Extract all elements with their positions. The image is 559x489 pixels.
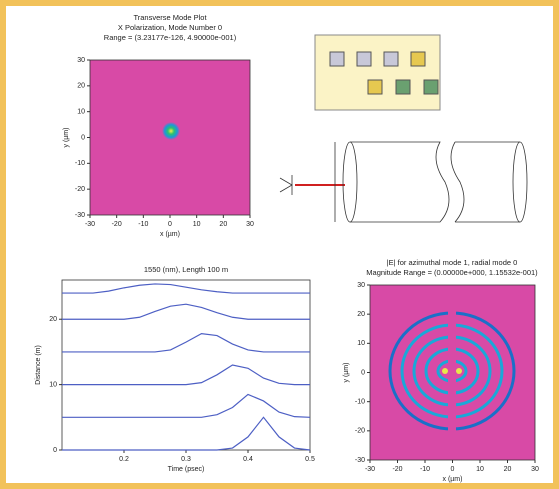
chart-subtitle: Magnitude Range = (0.00000e+000, 1.15532… xyxy=(366,268,538,277)
x-tick-label: 0 xyxy=(168,221,172,228)
tool-button[interactable] xyxy=(330,52,344,66)
y-tick-label: -10 xyxy=(355,399,365,406)
x-tick-label: 0.5 xyxy=(305,456,315,463)
tool-button[interactable] xyxy=(384,52,398,66)
chart-title: Transverse Mode Plot xyxy=(133,13,207,22)
y-tick-label: -10 xyxy=(75,160,85,167)
y-tick-label: 20 xyxy=(357,311,365,318)
y-tick-label: -30 xyxy=(355,457,365,464)
y-tick-label: 10 xyxy=(77,109,85,116)
x-tick-label: -30 xyxy=(85,221,95,228)
x-tick-label: 0 xyxy=(451,466,455,473)
y-tick-label: 20 xyxy=(77,83,85,90)
tool-button[interactable] xyxy=(411,52,425,66)
x-tick-label: 20 xyxy=(504,466,512,473)
y-axis-label: Distance (m) xyxy=(35,345,42,385)
x-tick-label: -30 xyxy=(365,466,375,473)
tool-button[interactable] xyxy=(357,52,371,66)
x-tick-label: 0.3 xyxy=(181,456,191,463)
x-tick-label: 0.2 xyxy=(119,456,129,463)
mode-spot xyxy=(162,122,180,140)
y-tick-label: 0 xyxy=(361,369,365,376)
x-tick-label: 30 xyxy=(246,221,254,228)
x-axis-label: Time (psec) xyxy=(168,466,205,473)
chart-subtitle: X Polarization, Mode Number 0 xyxy=(118,23,222,32)
y-tick-label: 20 xyxy=(49,316,57,323)
toolbar xyxy=(315,35,440,110)
y-tick-label: 10 xyxy=(357,340,365,347)
x-axis-label: x (µm) xyxy=(160,231,180,238)
x-tick-label: 30 xyxy=(531,466,539,473)
x-tick-label: 0.4 xyxy=(243,456,253,463)
x-tick-label: -10 xyxy=(420,466,430,473)
x-tick-label: -10 xyxy=(138,221,148,228)
x-tick-label: -20 xyxy=(392,466,402,473)
y-tick-label: 0 xyxy=(53,447,57,454)
chart-annotation: Range = (3.23177e-126, 4.90000e-001) xyxy=(104,33,237,42)
y-tick-label: 10 xyxy=(49,381,57,388)
x-axis-label: x (µm) xyxy=(443,476,463,483)
y-axis-label: y (µm) xyxy=(343,363,350,383)
x-tick-label: 10 xyxy=(476,466,484,473)
y-tick-label: 30 xyxy=(357,282,365,289)
y-tick-label: -20 xyxy=(75,186,85,193)
x-tick-label: -20 xyxy=(112,221,122,228)
screenshot: Transverse Mode PlotX Polarization, Mode… xyxy=(0,0,559,489)
tool-button[interactable] xyxy=(396,80,410,94)
y-tick-label: 0 xyxy=(81,134,85,141)
tool-button[interactable] xyxy=(368,80,382,94)
y-tick-label: -20 xyxy=(355,428,365,435)
x-tick-label: 20 xyxy=(219,221,227,228)
tool-button[interactable] xyxy=(424,80,438,94)
y-tick-label: -30 xyxy=(75,212,85,219)
x-tick-label: 10 xyxy=(193,221,201,228)
y-axis-label: y (µm) xyxy=(63,128,70,148)
y-tick-label: 30 xyxy=(77,57,85,64)
chart-title: |E| for azimuthal mode 1, radial mode 0 xyxy=(387,258,518,267)
chart-title: 1550 (nm), Length 100 m xyxy=(144,265,228,274)
